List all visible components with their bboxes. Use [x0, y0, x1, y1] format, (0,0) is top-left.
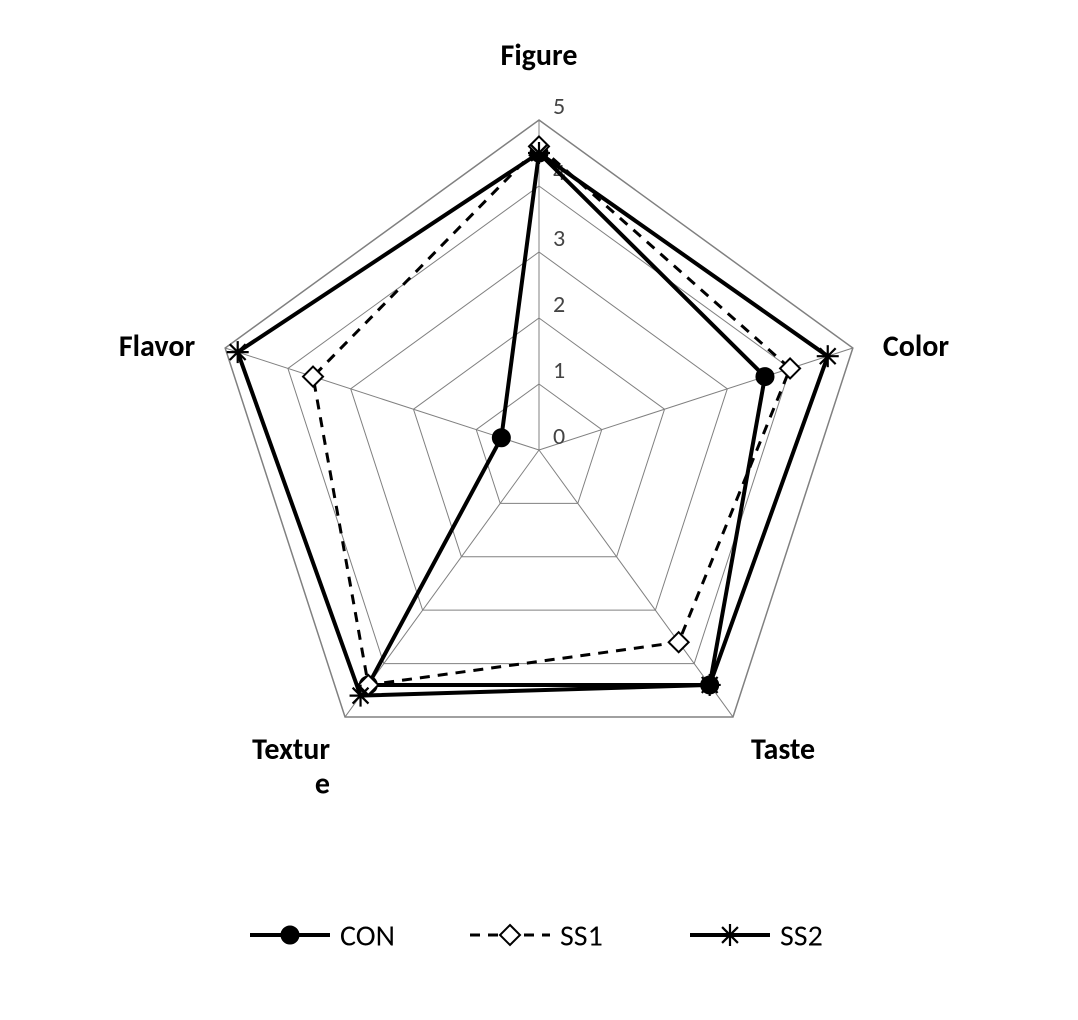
radar-chart: 012345FigureColorTasteTextureFlavorCONSS…	[0, 0, 1078, 1020]
marker-circle	[756, 368, 774, 386]
axis-tick-label: 3	[553, 224, 565, 253]
legend-label: SS2	[780, 918, 823, 955]
category-label: Texture	[252, 731, 330, 803]
marker-circle	[281, 926, 299, 944]
marker-diamond	[669, 632, 689, 652]
marker-asterisk	[350, 685, 372, 707]
grid-spoke	[225, 348, 539, 450]
category-label: Figure	[501, 37, 578, 74]
axis-tick-label: 1	[553, 356, 565, 385]
marker-asterisk	[699, 674, 721, 696]
axis-tick-label: 2	[553, 290, 565, 319]
marker-asterisk	[719, 924, 741, 946]
axis-tick-label: 0	[553, 422, 565, 451]
legend-item: SS1	[470, 918, 603, 955]
marker-circle	[492, 429, 510, 447]
marker-asterisk	[227, 341, 249, 363]
legend-item: SS2	[690, 918, 823, 955]
legend-label: CON	[340, 918, 395, 955]
marker-asterisk	[528, 142, 550, 164]
category-label: Color	[883, 328, 950, 365]
legend-label: SS1	[560, 918, 603, 955]
marker-diamond	[500, 925, 520, 945]
grid-spoke	[539, 348, 853, 450]
axis-tick-label: 5	[553, 92, 565, 121]
series-line	[238, 153, 828, 696]
category-label: Taste	[751, 731, 815, 768]
series-line	[368, 153, 765, 685]
marker-asterisk	[817, 345, 839, 367]
legend-item: CON	[250, 918, 395, 955]
radar-chart-container: 012345FigureColorTasteTextureFlavorCONSS…	[0, 0, 1078, 1020]
category-label: Flavor	[119, 328, 196, 365]
